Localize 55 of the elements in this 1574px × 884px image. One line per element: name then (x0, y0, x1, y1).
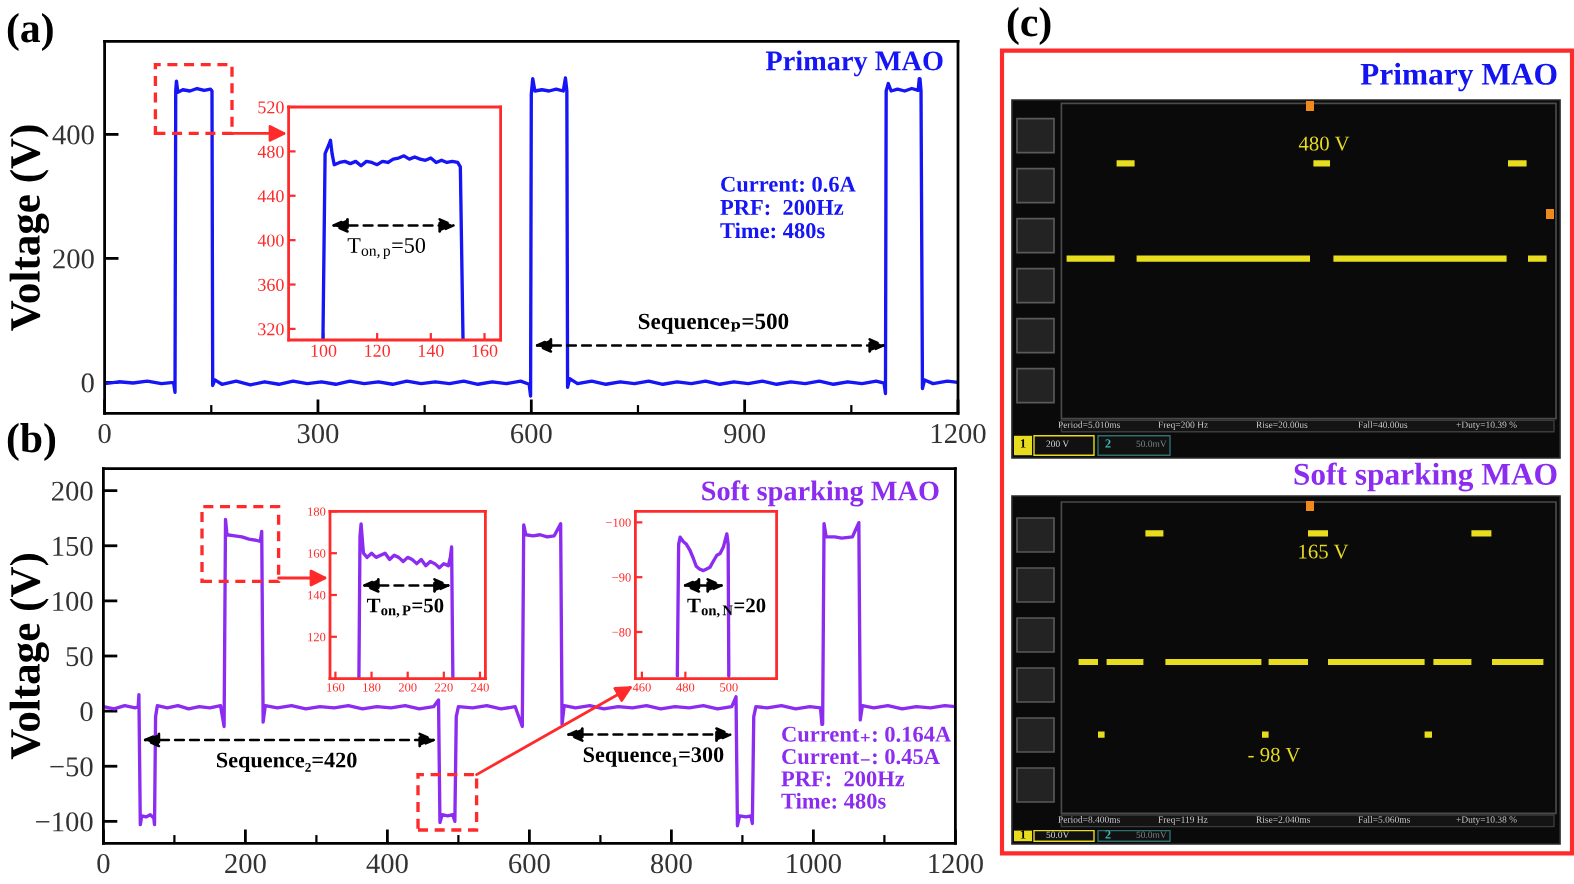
y-tick-label: 50 (66, 646, 93, 667)
annotation: Sequenceₚ=500 (638, 313, 789, 334)
x-tick-label: 0 (98, 423, 111, 444)
x-tick-label: 160 (472, 344, 498, 357)
y-tick-label: 320 (258, 323, 284, 336)
y-tick-label: 200 (52, 481, 93, 501)
y-tick-label: 150 (53, 536, 93, 556)
text: (c) (1007, 7, 1051, 45)
line-series (675, 532, 731, 678)
x-tick-label: 300 (297, 423, 339, 444)
x-tick-label: 200 (225, 853, 266, 874)
x-tick-label: 600 (509, 853, 550, 874)
line-series (321, 138, 465, 340)
y-tick-label: 0 (81, 373, 94, 393)
y-tick-label: 360 (258, 278, 284, 291)
chart-title: Primary MAO (765, 50, 943, 77)
line-series (104, 76, 958, 398)
text: - 98 V (1248, 747, 1301, 762)
text: 165 V (1299, 544, 1349, 559)
line-series (103, 517, 956, 828)
x-tick-label: 900 (724, 423, 766, 444)
x-tick-label: 400 (366, 853, 408, 874)
x-tick-label: 1200 (929, 853, 983, 874)
annotation: T$_{on,P}$=50 (366, 598, 444, 618)
y-tick-label: 440 (257, 190, 284, 203)
y-tick-label: 400 (257, 234, 284, 247)
text: Soft sparking MAO (1294, 462, 1557, 492)
x-tick-label: 1000 (787, 853, 841, 874)
y-axis-title: Voltage (V) (9, 125, 49, 331)
y-tick-label: 0 (80, 702, 93, 722)
x-tick-label: 800 (651, 853, 692, 874)
y-tick-label: 480 (257, 145, 284, 158)
y-tick-label: −100 (36, 812, 93, 832)
y-tick-label: 520 (258, 101, 284, 114)
annotation: Sequence₂=420 (217, 752, 357, 773)
x-tick-label: 140 (418, 344, 444, 357)
x-tick-label: 600 (511, 423, 552, 444)
annotation: Sequence₁=300 (583, 747, 724, 767)
x-tick-label: 1200 (931, 423, 986, 444)
annotation: Current₊: 0.164A Current₋: 0.45A PRF: 200Hz Time: 480s (781, 726, 952, 809)
text: Primary MAO (1360, 62, 1557, 92)
text: (a) (7, 13, 53, 51)
line-series (357, 522, 455, 679)
text: (b) (7, 423, 56, 461)
y-tick-label: −50 (50, 757, 93, 777)
annotation: T$_{on,p}$=50 (347, 237, 426, 260)
x-tick-label: 120 (365, 344, 391, 357)
chart-title: Soft sparking MAO (702, 480, 939, 507)
annotation: Current: 0.6A PRF: 200Hz Time: 480s (720, 176, 856, 239)
y-tick-label: 100 (53, 591, 93, 612)
y-tick-label: 200 (53, 249, 94, 269)
text: 480 V (1298, 136, 1350, 151)
y-tick-label: 400 (52, 125, 94, 145)
y-axis-title: Voltage (V) (9, 554, 49, 760)
x-tick-label: 0 (97, 853, 110, 874)
